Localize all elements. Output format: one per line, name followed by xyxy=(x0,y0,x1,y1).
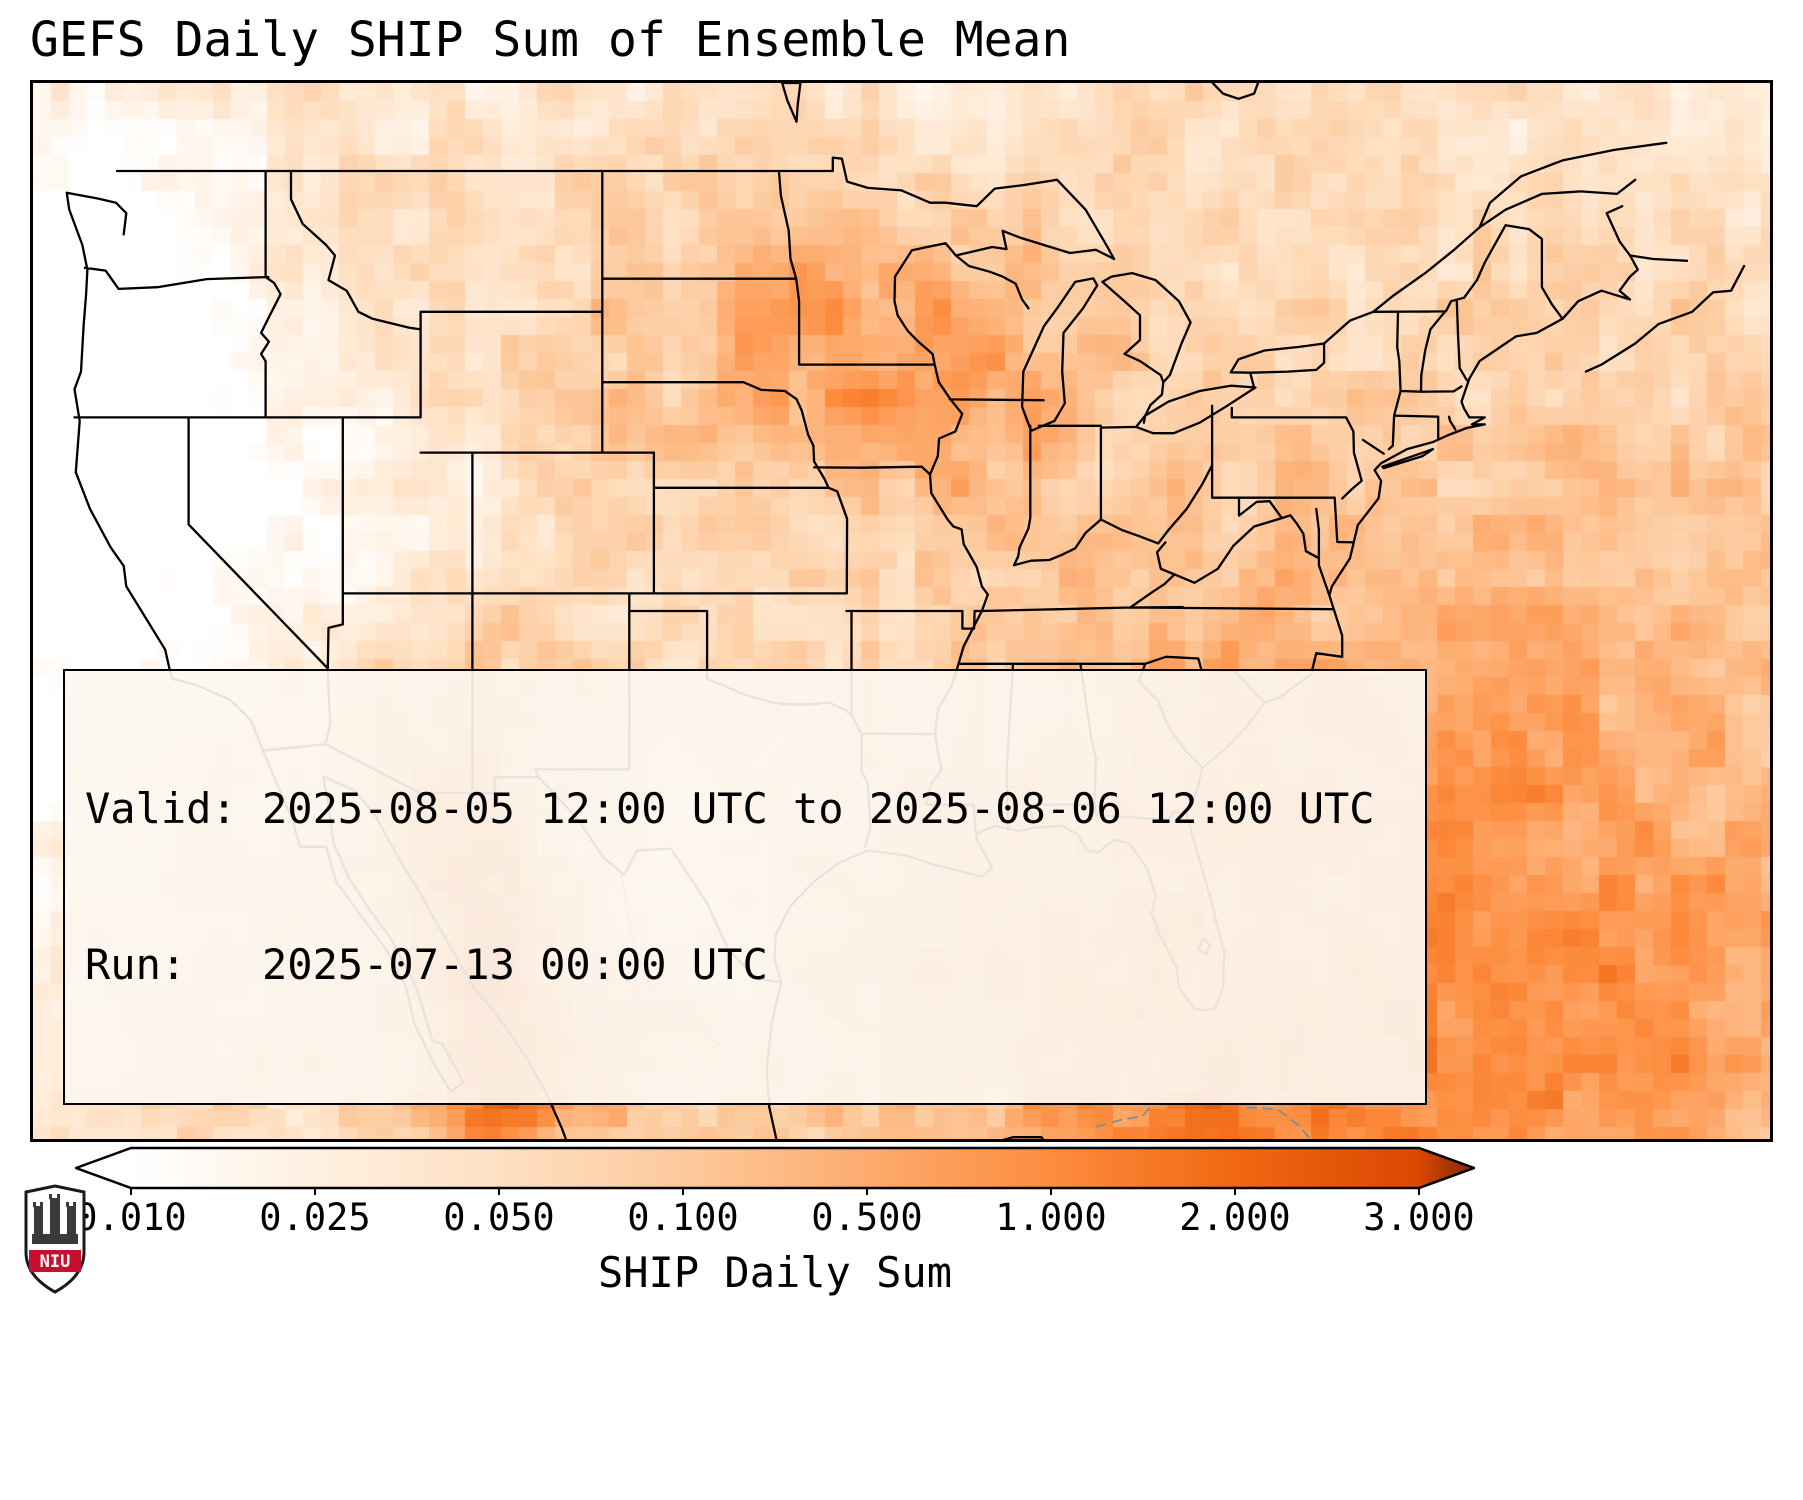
castle-icon xyxy=(32,1194,78,1244)
colorbar-tick-label: 0.500 xyxy=(811,1196,923,1239)
colorbar-tick-label: 1.000 xyxy=(995,1196,1107,1239)
colorbar-tick-label: 2.000 xyxy=(1179,1196,1291,1239)
figure-title: GEFS Daily SHIP Sum of Ensemble Mean xyxy=(30,12,1071,68)
valid-time-text: Valid: 2025-08-05 12:00 UTC to 2025-08-0… xyxy=(85,784,1375,833)
colorbar-label: SHIP Daily Sum xyxy=(597,1248,952,1297)
colorbar-tick-label: 0.025 xyxy=(259,1196,371,1239)
colorbar-bar xyxy=(75,1146,1475,1190)
map-panel: Valid: 2025-08-05 12:00 UTC to 2025-08-0… xyxy=(30,80,1773,1142)
info-box: Valid: 2025-08-05 12:00 UTC to 2025-08-0… xyxy=(63,669,1427,1105)
niu-red-band xyxy=(29,1250,81,1272)
colorbar xyxy=(75,1146,1475,1195)
colorbar-tick-label: 0.050 xyxy=(443,1196,555,1239)
niu-logo-text: NIU xyxy=(40,1252,71,1272)
colorbar-tick-label: 0.100 xyxy=(627,1196,739,1239)
colorbar-tick-label: 0.010 xyxy=(75,1196,187,1239)
niu-logo: NIU xyxy=(24,1184,86,1294)
run-time-text: Run: 2025-07-13 00:00 UTC xyxy=(85,940,768,989)
colorbar-tick-label: 3.000 xyxy=(1363,1196,1475,1239)
colorbar-tick-marks xyxy=(130,1188,1420,1195)
